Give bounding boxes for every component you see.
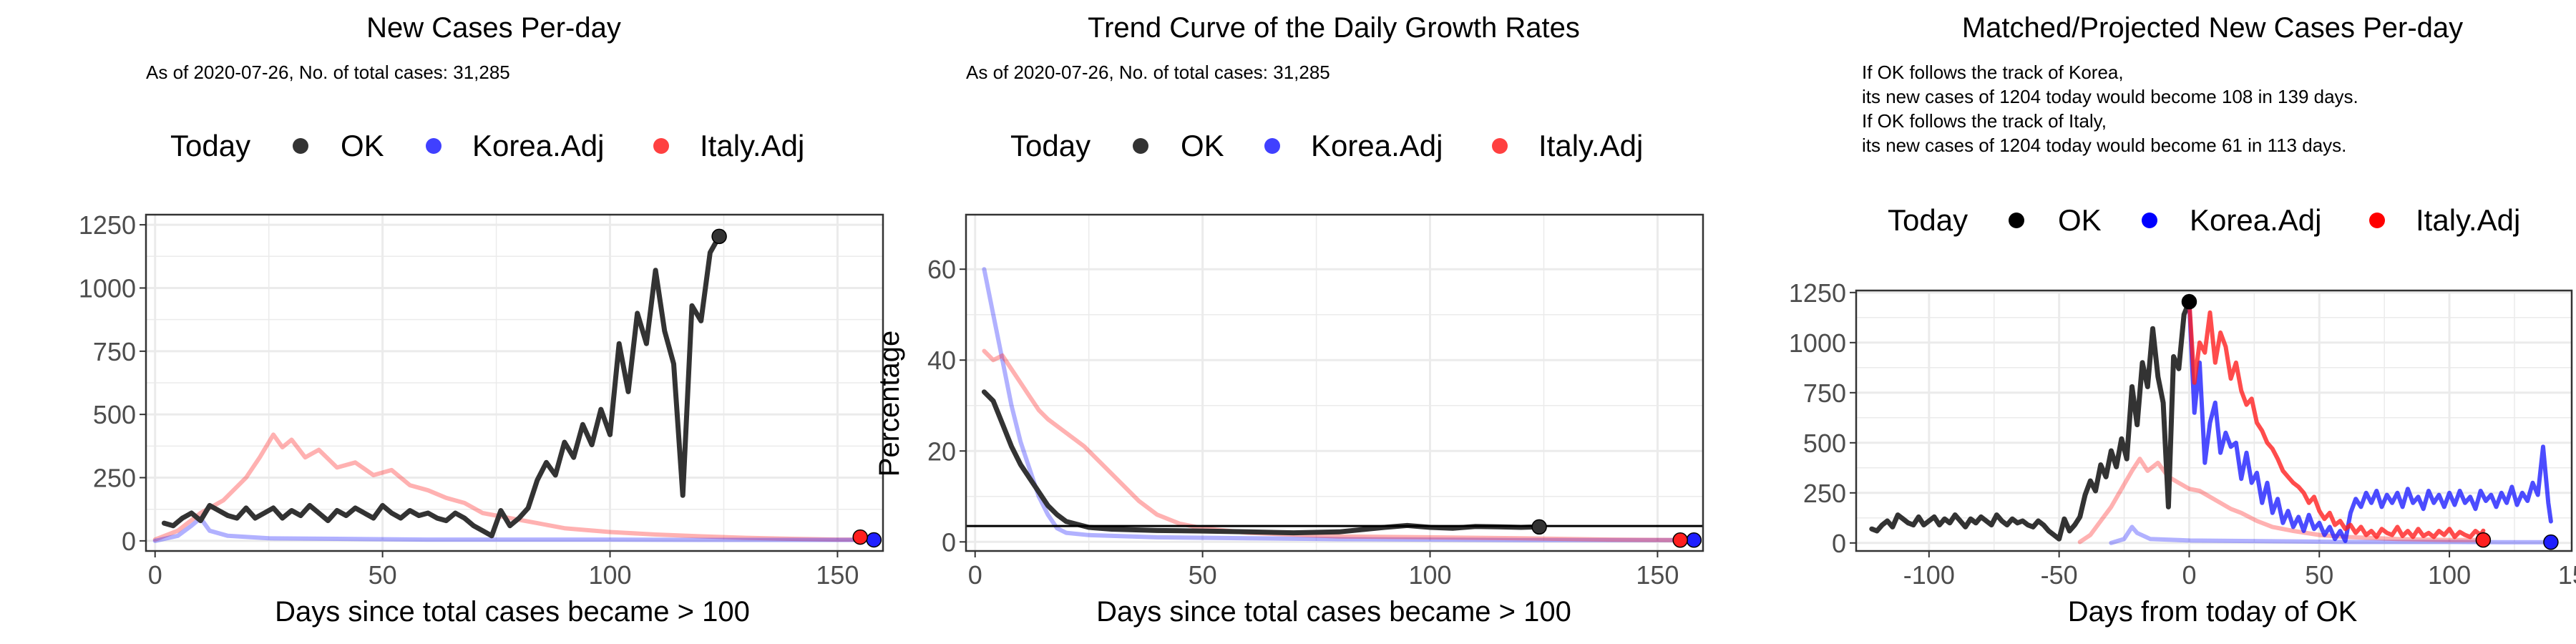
panel2-xlabel: Days since total cases became > 100 [1096,596,1571,628]
today-point-ok [2181,293,2197,310]
panel1-subtitle: As of 2020-07-26, No. of total cases: 31… [146,62,510,83]
legend-ok-label: OK [341,129,384,162]
series-line-korea-adj [2187,299,2553,543]
legend-italy-dot [1492,138,1508,154]
today-point-korea-adj [1686,532,1702,548]
x-tick-label: 0 [2182,560,2196,590]
panel2-legend: Today OK Korea.Adj Italy.Adj [1010,129,1643,162]
today-point-ok [1531,519,1547,535]
y-tick-label: 1000 [79,273,136,303]
legend-korea-dot [2142,213,2157,228]
x-tick-label: 0 [968,560,982,590]
panel-projected: Matched/Projected New Cases Per-day If O… [1789,12,2576,628]
legend-ok-dot [293,138,308,154]
y-tick-label: 250 [93,464,136,493]
y-tick-label: 20 [927,436,956,466]
panel-growth-rates: Trend Curve of the Daily Growth Rates As… [874,12,1704,628]
x-tick-label: -50 [2041,560,2078,590]
legend-ok-label: OK [2058,203,2102,237]
y-tick-label: 0 [1832,529,1846,558]
today-point-italy-adj [1672,532,1688,548]
panel1-legend: Today OK Korea.Adj Italy.Adj [170,129,804,162]
x-tick-label: -100 [1903,560,1955,590]
x-tick-label: 50 [1189,560,1217,590]
y-tick-label: 1000 [1789,328,1846,358]
legend-korea-dot [426,138,441,154]
x-tick-label: 100 [1408,560,1451,590]
legend-italy-label: Italy.Adj [1538,129,1643,162]
y-tick-label: 500 [93,400,136,429]
series-line-italy-adj [2187,299,2486,540]
y-tick-label: 750 [93,337,136,366]
panel2-subtitle: As of 2020-07-26, No. of total cases: 31… [966,62,1330,83]
legend-italy-label: Italy.Adj [2416,203,2520,237]
series-line-italy-adj-history- [2077,457,2486,545]
panel2-plot: 0 50 100 150 0 20 40 60 [927,213,1704,590]
today-point-italy-adj [852,529,868,545]
legend-italy-label: Italy.Adj [700,129,804,162]
panel3-legend: Today OK Korea.Adj Italy.Adj [1888,203,2520,237]
panel2-title: Trend Curve of the Daily Growth Rates [1088,12,1580,44]
series-line-italy-adj [152,432,863,542]
plot-frame [1855,289,2573,552]
plot-frame [145,213,884,552]
legend-ok-dot [1133,138,1148,154]
x-tick-label: 50 [369,560,397,590]
y-tick-label: 250 [1803,479,1846,508]
series-line-korea-adj-history- [2109,525,2553,545]
y-tick-label: 1250 [79,210,136,240]
panel3-subtitle-line1: If OK follows the track of Korea, [1862,62,2124,83]
today-point-korea-adj [866,532,882,548]
x-tick-label: 0 [148,560,162,590]
y-tick-label: 40 [927,346,956,375]
y-tick-label: 0 [122,527,136,556]
series-line-ok [1869,299,2192,542]
panel3-title: Matched/Projected New Cases Per-day [1962,12,2463,44]
x-tick-label: 150 [1636,560,1679,590]
legend-korea-dot [1264,138,1280,154]
x-tick-label: 150 [2558,560,2576,590]
panel1-title: New Cases Per-day [366,12,621,44]
y-tick-label: 0 [942,527,956,557]
series-line-ok [161,233,722,539]
panel1-plot: 0 50 100 150 0 250 500 750 1000 1250 [79,210,884,590]
legend-korea-label: Korea.Adj [472,129,604,162]
series-line-ok [981,389,1542,536]
series-line-korea-adj [152,516,877,543]
legend-today-label: Today [1888,203,1968,237]
plot-background [966,215,1703,551]
x-tick-label: 100 [2428,560,2471,590]
x-tick-label: 150 [816,560,859,590]
legend-today-label: Today [1010,129,1091,162]
legend-italy-dot [653,138,669,154]
series-line-korea-adj [982,267,1697,542]
y-tick-label: 60 [927,255,956,284]
panel1-xlabel: Days since total cases became > 100 [275,596,750,628]
today-point-ok [711,228,727,245]
plot-background [1856,291,2572,551]
panel3-xlabel: Days from today of OK [2068,596,2358,628]
legend-ok-label: OK [1181,129,1224,162]
x-tick-label: 100 [588,560,631,590]
y-tick-label: 750 [1803,379,1846,408]
panel3-subtitle-line4: its new cases of 1204 today would become… [1862,135,2346,156]
series-line-italy-adj [982,348,1683,542]
legend-italy-dot [2369,213,2385,228]
legend-korea-label: Korea.Adj [1311,129,1443,162]
panel3-plot: -100 -50 0 50 100 150 0 250 500 750 1000 1250 [1789,278,2576,590]
today-point-italy-adj [2475,532,2492,548]
y-tick-label: 1250 [1789,278,1846,308]
legend-today-label: Today [170,129,250,162]
panel3-subtitle-line2: its new cases of 1204 today would become… [1862,86,2358,107]
panel-new-cases: New Cases Per-day As of 2020-07-26, No. … [79,12,884,628]
today-point-korea-adj [2543,534,2559,550]
plot-frame [965,213,1704,552]
y-tick-label: 500 [1803,429,1846,458]
panel3-subtitle-line3: If OK follows the track of Italy, [1862,110,2107,132]
legend-ok-dot [2009,213,2024,228]
x-tick-label: 50 [2305,560,2333,590]
panel2-ylabel: Percentage [874,331,905,477]
legend-korea-label: Korea.Adj [2190,203,2321,237]
